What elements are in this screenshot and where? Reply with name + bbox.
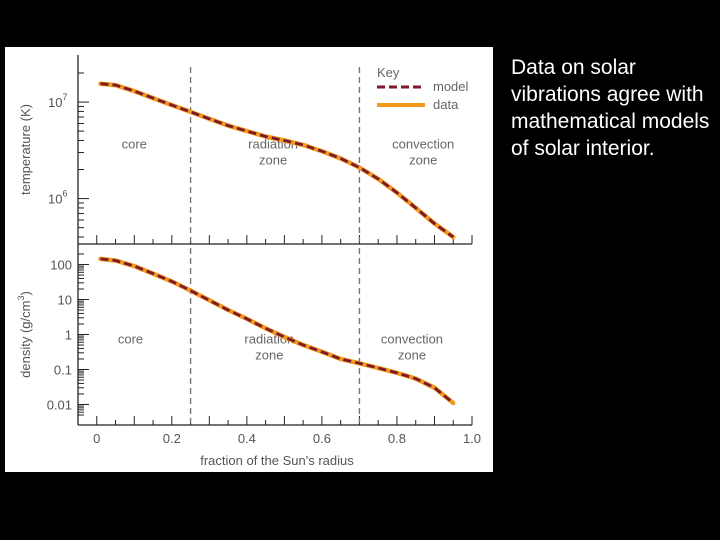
legend: Key model data (377, 65, 469, 112)
temperature-y-axis-label: temperature (K) (18, 104, 33, 195)
x-tick-label: 0.4 (238, 431, 256, 446)
density-y-tick-label: 10 (58, 293, 72, 308)
zone-label-convection: convection (381, 332, 443, 347)
density-model-line (100, 257, 455, 405)
density-y-tick-label: 100 (50, 258, 72, 273)
x-tick-label: 0.8 (388, 431, 406, 446)
temperature-y-tick-label: 106 (48, 189, 67, 207)
temperature-model-line (100, 82, 455, 239)
density-y-tick-label: 0.1 (54, 362, 72, 377)
density-y-tick-label: 1 (65, 328, 72, 343)
zone-label-zone: zone (398, 348, 426, 363)
x-axis-label: fraction of the Sun's radius (200, 453, 354, 468)
zone-label-zone: zone (259, 153, 287, 168)
zone-label-zone: zone (409, 153, 437, 168)
caption-text: Data on solar vibrations agree with math… (511, 56, 710, 160)
zone-label-zone: zone (255, 348, 283, 363)
x-tick-label: 0.2 (163, 431, 181, 446)
x-tick-label: 0 (93, 431, 100, 446)
temperature-y-tick-label: 107 (48, 92, 67, 110)
zone-label-convection: convection (392, 137, 454, 152)
legend-model-label: model (433, 79, 469, 94)
density-y-tick-label: 0.01 (47, 397, 72, 412)
density-y-axis-label: density (g/cm3) (16, 291, 33, 378)
legend-data-label: data (433, 97, 459, 112)
zone-label-core: core (118, 332, 143, 347)
zone-label-core: core (122, 137, 147, 152)
legend-title: Key (377, 65, 400, 80)
x-tick-label: 1.0 (463, 431, 481, 446)
figure-panel: 107 106 temperature (K) core radiation zone co… (5, 47, 493, 472)
x-tick-label: 0.6 (313, 431, 331, 446)
